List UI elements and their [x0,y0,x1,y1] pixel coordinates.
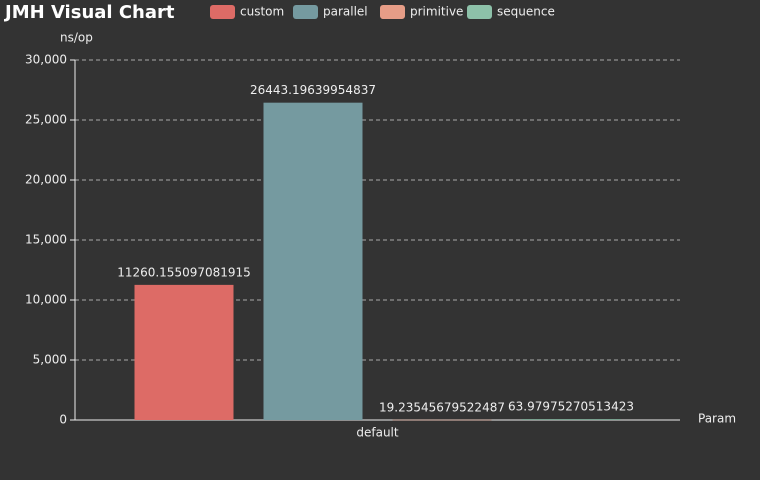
legend-label: parallel [323,5,368,19]
legend-label: primitive [410,5,463,19]
y-tick-label: 25,000 [25,113,67,127]
legend-swatch [467,5,492,19]
chart-title: JMH Visual Chart [3,2,175,23]
bar [392,419,492,421]
y-tick-label: 15,000 [25,233,67,247]
legend-label: sequence [497,5,555,19]
value-label: 11260.155097081915 [117,265,251,279]
value-label: 19.23545679522487 [379,400,505,414]
legend-swatch [293,5,318,19]
bar [263,102,363,420]
y-tick-label: 30,000 [25,53,67,67]
legend-label: custom [240,5,284,19]
value-label: 26443.19639954837 [250,83,376,97]
y-tick-label: 5,000 [33,353,67,367]
legend-swatch [380,5,405,19]
y-tick-label: 0 [59,413,67,427]
y-tick-label: 10,000 [25,293,67,307]
y-tick-label: 20,000 [25,173,67,187]
bar [521,419,621,420]
x-tick-label: default [356,426,399,440]
bar [134,284,234,420]
legend-swatch [210,5,235,19]
y-axis-label: ns/op [60,31,93,45]
x-axis-label: Param [698,412,736,426]
value-label: 63.97975270513423 [508,400,634,414]
